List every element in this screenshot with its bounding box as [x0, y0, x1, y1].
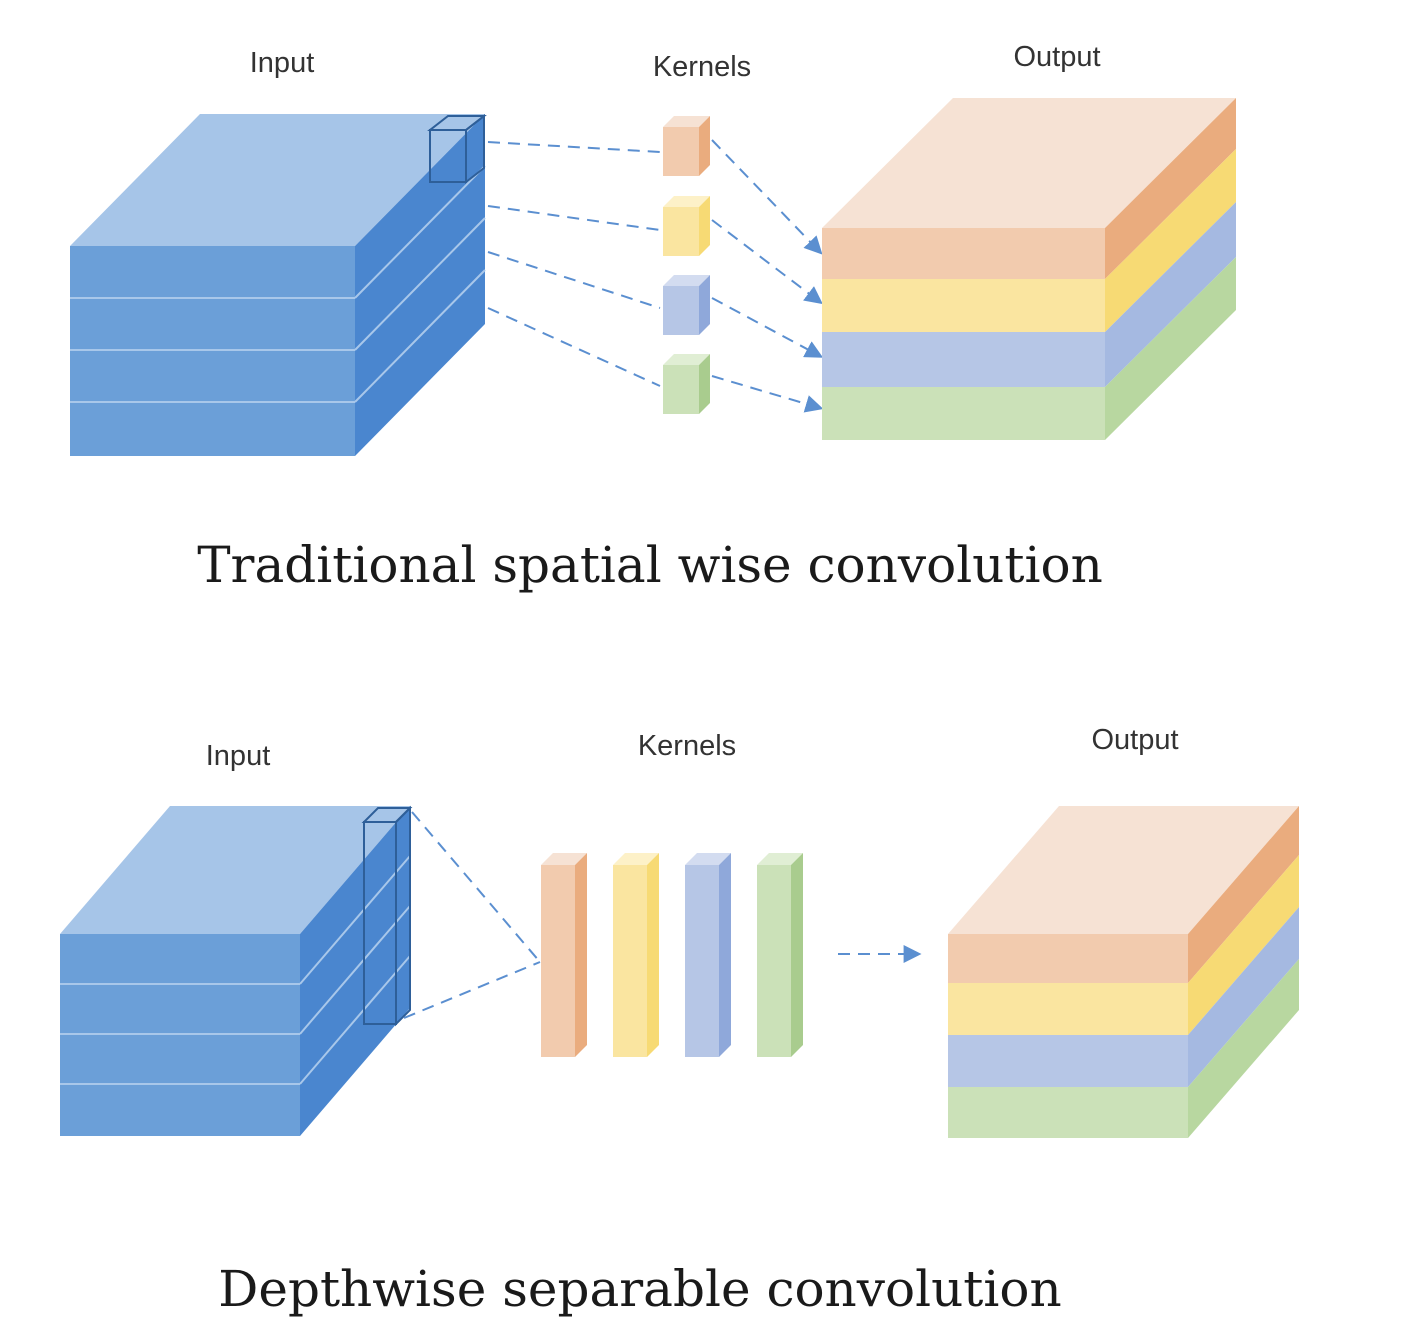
depthwise-section: Input Kernels Output — [60, 724, 1299, 1318]
kernel-green — [663, 354, 710, 414]
traditional-receptive-window — [427, 113, 487, 185]
traditional-output-label: Output — [1013, 41, 1100, 73]
traditional-input-label: Input — [250, 47, 315, 79]
traditional-caption: Traditional spatial wise convolution — [197, 536, 1103, 594]
depthwise-kernel-blue — [685, 853, 731, 1057]
depthwise-kernel-yellow — [613, 853, 659, 1057]
depthwise-receptive-window — [361, 805, 413, 1027]
kernel-orange — [663, 116, 710, 176]
depthwise-output-label: Output — [1091, 724, 1178, 756]
depthwise-kernel-green — [757, 853, 803, 1057]
depthwise-caption: Depthwise separable convolution — [218, 1260, 1061, 1318]
depthwise-output-cube — [948, 806, 1299, 1138]
depthwise-kernels — [541, 853, 803, 1057]
kernel-blue — [663, 275, 710, 335]
traditional-input-cube — [70, 113, 487, 456]
depthwise-input-cube — [60, 805, 413, 1136]
traditional-section: Input Kernels Output — [70, 41, 1236, 594]
traditional-kernel-to-output-arrows — [711, 139, 824, 413]
traditional-kernels — [663, 116, 710, 414]
depthwise-kernels-label: Kernels — [638, 730, 736, 762]
kernel-yellow — [663, 196, 710, 256]
traditional-output-cube — [822, 98, 1236, 440]
depthwise-input-to-kernel-lines — [403, 811, 541, 1019]
traditional-input-to-kernel-lines — [487, 141, 661, 387]
depthwise-kernel-orange — [541, 853, 587, 1057]
depthwise-input-label: Input — [206, 740, 271, 772]
traditional-kernels-label: Kernels — [653, 51, 751, 83]
